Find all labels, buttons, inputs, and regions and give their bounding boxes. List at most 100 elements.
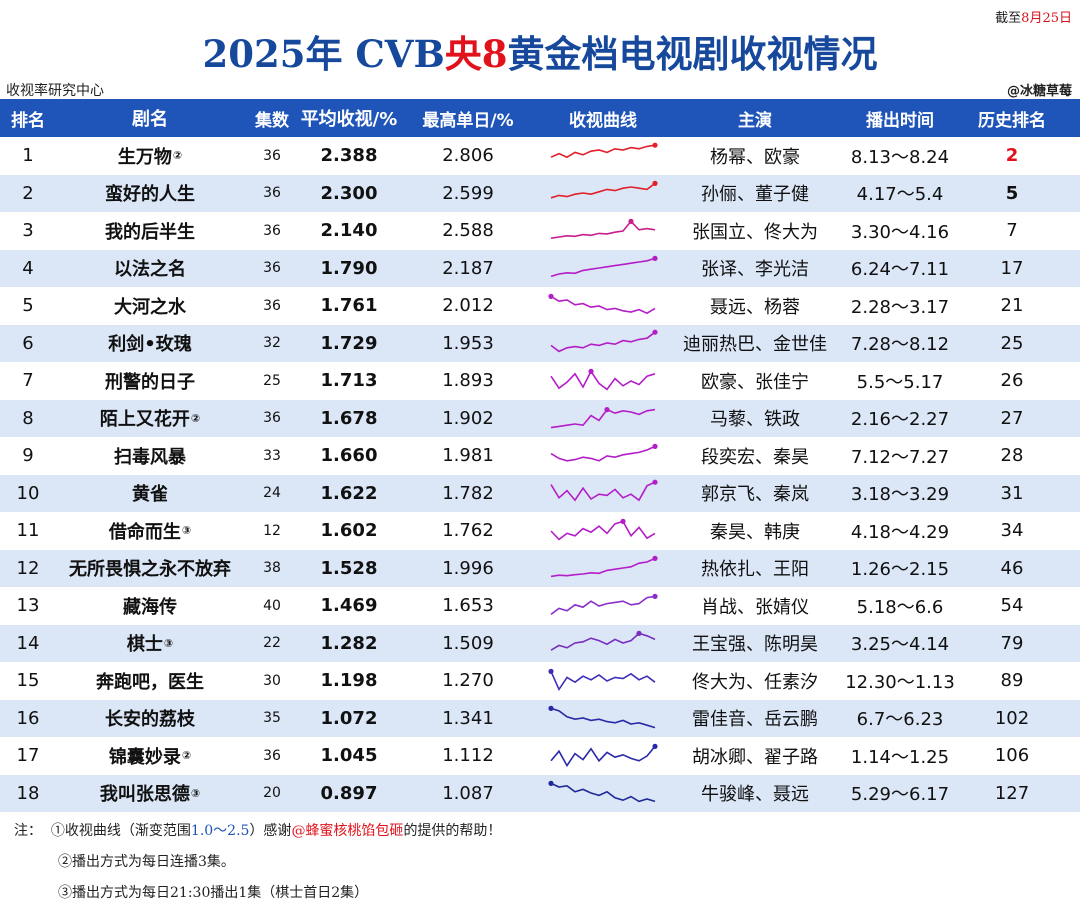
cell-time: 2.16～2.27 [850, 409, 950, 431]
cell-lead: 肖战、张婧仪 [701, 596, 809, 618]
cell-curve [538, 625, 668, 663]
cell-max: 1.996 [442, 557, 494, 579]
curve-peak-dot [652, 181, 658, 187]
history-rank: 25 [1000, 332, 1024, 354]
curve-peak-dot [652, 256, 658, 262]
cell-eps: 33 [263, 447, 281, 464]
history-rank: 46 [1000, 557, 1024, 579]
drama-title: 利剑•玫瑰 [108, 334, 192, 356]
drama-title: 大河之水 [114, 296, 186, 318]
curve-peak-dot [548, 668, 554, 674]
curve-peak-dot [620, 518, 626, 524]
footnote-marker: ③ [181, 524, 192, 538]
cell-eps: 25 [263, 372, 281, 389]
curve-line [550, 369, 656, 391]
curve-line [550, 670, 656, 691]
cell-rank: 2 [22, 182, 34, 204]
cell-time: 6.24～7.11 [850, 259, 950, 281]
cell-max: 1.893 [442, 370, 494, 392]
cell-name: 长安的荔枝 [56, 700, 244, 738]
curve-line [550, 331, 656, 353]
cell-hist: 7 [958, 212, 1066, 250]
cell-lead: 张国立、佟大为 [692, 221, 818, 243]
cell-time: 3.25～4.14 [850, 634, 950, 656]
curve-line [550, 183, 656, 199]
drama-title: 无所畏惧之永不放弃 [69, 559, 231, 581]
cell-curve [538, 737, 668, 775]
cell-lead: 雷佳音、岳云鹏 [692, 709, 818, 731]
cell-lead: 牛骏峰、聂远 [701, 784, 809, 806]
table-row: 6 利剑•玫瑰 32 1.729 1.953 迪丽热巴、金世佳 7.28～8.12 25 [0, 324, 1080, 363]
curve-peak-dot [548, 706, 554, 712]
cell-hist: 21 [958, 287, 1066, 325]
cell-rank: 7 [22, 370, 34, 392]
history-rank: 31 [1000, 482, 1024, 504]
cell-time: 7.28～8.12 [850, 334, 950, 356]
cell-avg: 2.388 [320, 145, 378, 167]
cell-eps: 36 [263, 185, 281, 202]
cell-curve [538, 175, 668, 213]
cell-eps: 24 [263, 485, 281, 502]
table-row: 5 大河之水 36 1.761 2.012 聂远、杨蓉 2.28～3.17 21 [0, 287, 1080, 325]
cell-max: 2.599 [442, 182, 494, 204]
table-row: 14 棋士 ③ 22 1.282 1.509 王宝强、陈明昊 3.25～4.14 79 [0, 624, 1080, 663]
cell-lead: 段奕宏、秦昊 [701, 446, 809, 468]
drama-title: 锦囊妙录 [108, 746, 181, 768]
cell-time: 5.18～6.6 [856, 596, 944, 618]
cell-curve [538, 325, 668, 363]
curve-line [550, 257, 656, 278]
cell-eps: 40 [263, 597, 281, 614]
header-curve: 收视曲线 [569, 110, 637, 131]
cell-name: 棋士 ③ [56, 625, 244, 663]
cell-hist: 102 [958, 700, 1066, 738]
cell-curve [538, 700, 668, 738]
cell-time: 1.14～1.25 [850, 746, 950, 768]
history-rank: 7 [1006, 220, 1018, 242]
cell-name: 蛮好的人生 [56, 175, 244, 213]
curve-line [550, 557, 656, 578]
title-part2: 央8 [444, 32, 508, 76]
cell-curve [538, 137, 668, 175]
cell-time: 4.18～4.29 [850, 521, 950, 543]
header-time: 播出时间 [866, 110, 934, 131]
curve-peak-dot [652, 593, 658, 599]
cell-eps: 22 [263, 635, 281, 652]
cell-rank: 3 [22, 220, 34, 242]
curve-line [550, 445, 656, 462]
history-rank: 54 [1000, 595, 1024, 617]
cell-name: 以法之名 [56, 250, 244, 288]
cell-name: 我叫张思德 ③ [56, 775, 244, 813]
table-row: 9 扫毒风暴 33 1.660 1.981 段奕宏、秦昊 7.12～7.27 28 [0, 437, 1080, 475]
curve-peak-dot [604, 407, 610, 413]
drama-title: 陌上又花开 [99, 409, 190, 431]
cell-lead: 杨幂、欧豪 [710, 146, 800, 168]
header-max: 最高单日/% [422, 110, 514, 131]
cell-curve [538, 587, 668, 625]
footnote-marker: ③ [190, 786, 201, 800]
table-row: 4 以法之名 36 1.790 2.187 张译、李光洁 6.24～7.11 17 [0, 249, 1080, 288]
cell-max: 2.806 [442, 145, 494, 167]
cell-lead: 聂远、杨蓉 [710, 296, 800, 318]
footnote-marker: ② [190, 411, 201, 425]
note-1-credit: @蜂蜜核桃馅包砸 [291, 822, 404, 839]
table-row: 2 蛮好的人生 36 2.300 2.599 孙俪、董子健 4.17～5.4 5 [0, 174, 1080, 213]
cell-hist: 79 [958, 625, 1066, 663]
cell-lead: 郭京飞、秦岚 [701, 484, 809, 506]
cell-rank: 17 [16, 745, 40, 767]
cell-hist: 34 [958, 512, 1066, 550]
curve-peak-dot [636, 631, 642, 637]
cell-eps: 36 [263, 747, 281, 764]
drama-title: 奔跑吧，医生 [96, 671, 204, 693]
cell-hist: 5 [958, 175, 1066, 213]
cell-eps: 36 [263, 260, 281, 277]
cell-hist: 26 [958, 362, 1066, 400]
footnote-marker: ② [172, 149, 183, 163]
cell-curve [538, 475, 668, 513]
cell-rank: 4 [22, 257, 34, 279]
cell-avg: 1.469 [320, 595, 378, 617]
drama-title: 我叫张思德 [99, 784, 190, 806]
cell-hist: 25 [958, 325, 1066, 363]
cell-time: 3.30～4.16 [850, 221, 950, 243]
curve-line [550, 520, 656, 541]
cell-max: 1.902 [442, 407, 494, 429]
